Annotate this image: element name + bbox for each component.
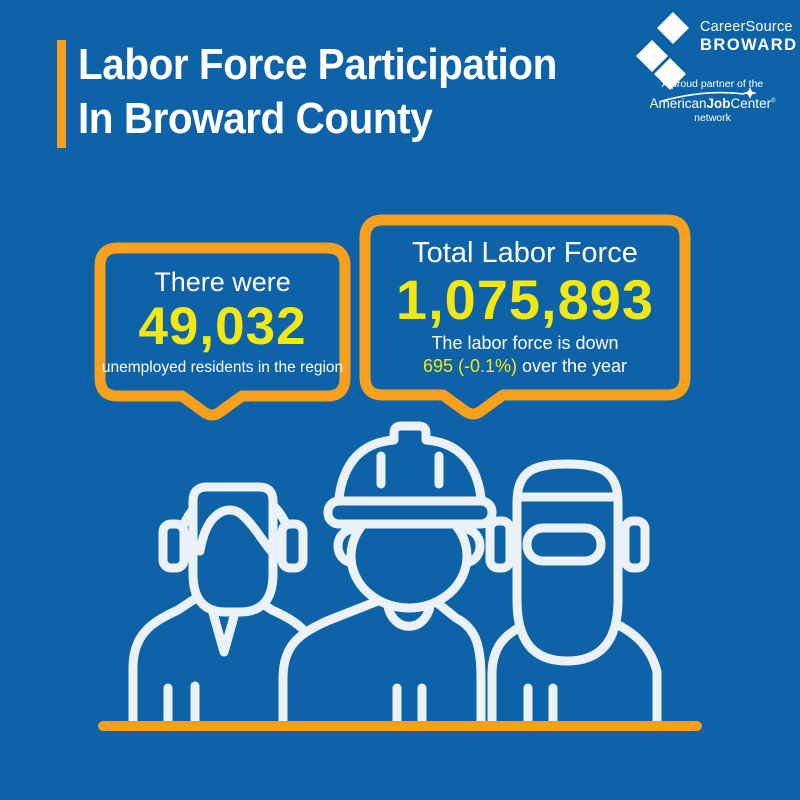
swoosh-star-icon — [661, 87, 757, 102]
labor-force-caption: The labor force is down 695 (-0.1%) over… — [423, 332, 627, 378]
unemployed-callout-content: There were 49,032 unemployed residents i… — [100, 248, 345, 396]
logo-name-careersource: CareerSource — [700, 19, 793, 35]
page-title: Labor Force Participation In Broward Cou… — [78, 38, 557, 146]
careersource-diamonds-icon — [636, 12, 689, 90]
labor-force-title: Total Labor Force — [412, 237, 638, 269]
ajc-job: Job — [706, 96, 731, 111]
labor-force-callout-content: Total Labor Force 1,075,893 The labor fo… — [365, 220, 685, 395]
speech-bubble-outline — [359, 214, 691, 420]
unemployed-caption: unemployed residents in the region — [101, 359, 344, 376]
american-job-center-block: A proud partner of the AmericanJobCenter… — [630, 78, 795, 124]
labor-force-callout: Total Labor Force 1,075,893 The labor fo… — [359, 214, 691, 423]
labor-force-caption-line1: The labor force is down — [431, 333, 619, 353]
ajc-center: Center — [730, 96, 772, 111]
labor-force-change-value: 695 (-0.1%) — [422, 356, 517, 376]
unemployed-count-value: 49,032 — [138, 297, 307, 356]
worker-ear-protection-icon — [128, 482, 322, 731]
worker-welding-mask-icon — [485, 459, 662, 731]
unemployed-callout: There were 49,032 unemployed residents i… — [94, 242, 351, 424]
labor-force-value: 1,075,893 — [395, 268, 655, 331]
logo-wordmark: CareerSource BROWARD — [700, 19, 798, 54]
speech-bubble-outline — [94, 242, 351, 421]
page-title-line1: Labor Force Participation — [78, 40, 557, 89]
unemployed-intro-text: There were — [154, 267, 291, 297]
page-title-line2: In Broward County — [78, 94, 433, 143]
worker-hard-hat-icon — [278, 421, 497, 731]
american-job-center-wordmark: AmericanJobCenter® — [630, 87, 795, 111]
title-accent-bar — [57, 40, 66, 148]
ajc-network-label: network — [694, 112, 731, 124]
partner-tagline: A proud partner of the — [661, 78, 764, 90]
logo-name-broward: BROWARD — [700, 35, 798, 54]
ajc-registered-mark: ® — [771, 98, 776, 105]
careersource-broward-logo: CareerSource BROWARD — [636, 12, 798, 92]
labor-force-caption-suffix: over the year — [516, 356, 628, 376]
